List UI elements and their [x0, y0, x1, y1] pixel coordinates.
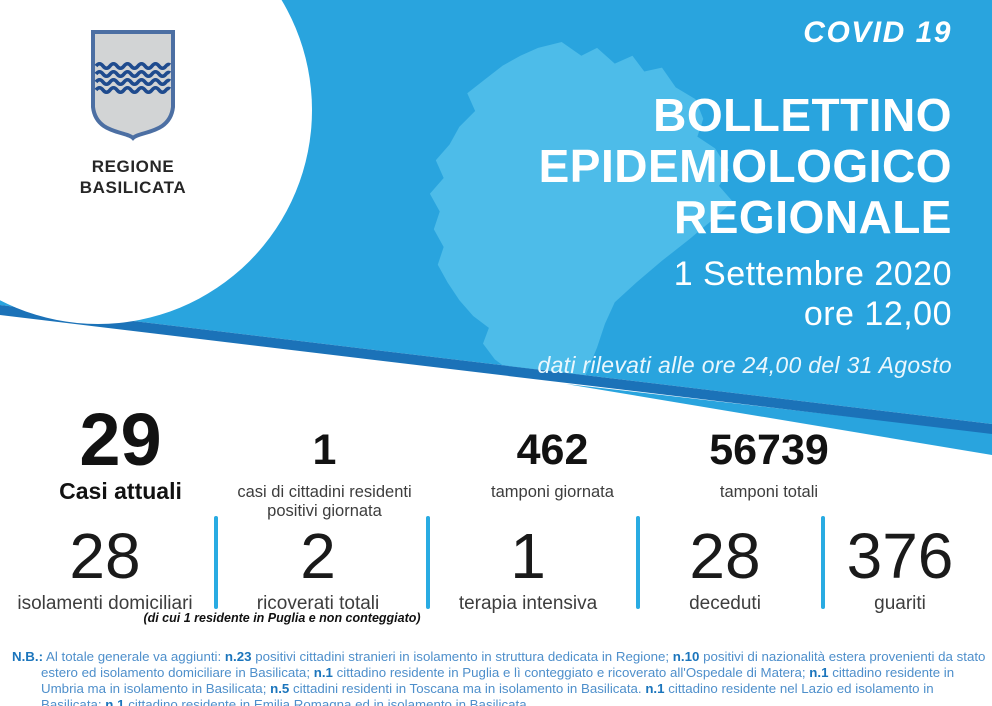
footnote-count: n.1	[809, 665, 829, 681]
time-line: ore 12,00	[803, 295, 952, 333]
footnote-segment: cittadino residente in Puglia e lì conte…	[332, 665, 810, 681]
footnote-segment: cittadino residente in Umbria ma in isol…	[41, 665, 955, 697]
stat-label: casi di cittadini residenti positivi gio…	[237, 483, 412, 520]
basilicata-coat-of-arms-icon	[91, 30, 175, 141]
stat-label: ricoverati totali	[256, 593, 380, 614]
ricoverati-footnote: (di cui 1 residente in Puglia e non cont…	[143, 611, 421, 625]
footnote: N.B.: Al totale generale va aggiunti: n.…	[12, 649, 989, 706]
footnote-nb-label: N.B.:	[12, 649, 44, 665]
stat-value: 28	[689, 520, 761, 592]
stat-value: 1	[312, 426, 337, 474]
title-line-2: EPIDEMIOLOGICO	[538, 140, 952, 192]
footnote-segment: cittadini residenti in Toscana ma in iso…	[289, 681, 646, 697]
bulletin-date: 1 Settembre 2020 ore 12,00	[537, 254, 952, 334]
footnote-segment: cittadino residente nel Lazio ed isolame…	[41, 681, 934, 706]
stat-value: 462	[516, 426, 589, 474]
stat-ricoverati-totali: 2 ricoverati totali	[218, 524, 418, 615]
footnote-segment: positivi di nazionalità estera provenien…	[41, 649, 986, 681]
stat-value: 56739	[709, 426, 829, 474]
stat-label: deceduti	[689, 593, 761, 614]
footnote-count: n.1	[313, 665, 333, 681]
column-divider	[821, 516, 825, 609]
footnote-count: n.10	[672, 649, 700, 665]
stat-label: isolamenti domiciliari	[17, 593, 193, 614]
stat-isolamenti-domiciliari: 28 isolamenti domiciliari	[5, 524, 205, 615]
date-line: 1 Settembre 2020	[673, 255, 952, 293]
stat-value: 376	[846, 520, 954, 592]
footnote-count: n.1	[645, 681, 665, 697]
stat-tamponi-giornata: 462 tamponi giornata	[450, 428, 655, 502]
region-name-line1: REGIONE	[91, 157, 175, 176]
stat-casi-attuali: 29 Casi attuali	[18, 398, 223, 505]
basilicata-region-map-icon	[429, 41, 733, 424]
stat-value: 2	[300, 520, 336, 592]
stat-terapia-intensiva: 1 terapia intensiva	[428, 524, 628, 615]
footnote-segment: positivi cittadini stranieri in isolamen…	[251, 649, 673, 665]
region-logo-name: REGIONE BASILICATA	[33, 156, 233, 198]
stat-positivi-giornata: 1 casi di cittadini residenti positivi g…	[222, 428, 427, 521]
stat-value: 28	[69, 520, 141, 592]
stat-label: tamponi giornata	[491, 483, 614, 501]
footnote-segment: Al totale generale va aggiunti:	[43, 649, 225, 665]
stat-tamponi-totali: 56739 tamponi totali	[660, 428, 878, 502]
region-name-line2: BASILICATA	[79, 178, 187, 197]
stat-value: 29	[79, 398, 162, 481]
title-line-1: BOLLETTINO	[653, 89, 952, 141]
stat-deceduti: 28 deceduti	[625, 524, 825, 615]
column-divider	[426, 516, 430, 609]
covid-label: COVID 19	[803, 16, 952, 49]
header-text-block: COVID 19 BOLLETTINO EPIDEMIOLOGICO REGIO…	[537, 16, 952, 379]
footnote-count: n.23	[224, 649, 252, 665]
page-title: BOLLETTINO EPIDEMIOLOGICO REGIONALE	[537, 90, 952, 243]
data-collection-subtitle: dati rilevati alle ore 24,00 del 31 Agos…	[537, 352, 952, 378]
column-divider	[214, 516, 218, 609]
stat-label: tamponi totali	[719, 483, 819, 501]
stat-value: 1	[510, 520, 546, 592]
stat-label: guariti	[874, 593, 926, 614]
footnote-segment: cittadino residente in Emilia Romagna ed…	[124, 697, 531, 706]
footnote-count: n.5	[270, 681, 290, 697]
footnote-count: n.1	[105, 697, 125, 706]
title-line-3: REGIONALE	[674, 191, 952, 243]
column-divider	[636, 516, 640, 609]
stat-guariti: 376 guariti	[798, 524, 992, 615]
stat-label: Casi attuali	[59, 478, 182, 504]
stat-label: terapia intensiva	[458, 593, 598, 614]
